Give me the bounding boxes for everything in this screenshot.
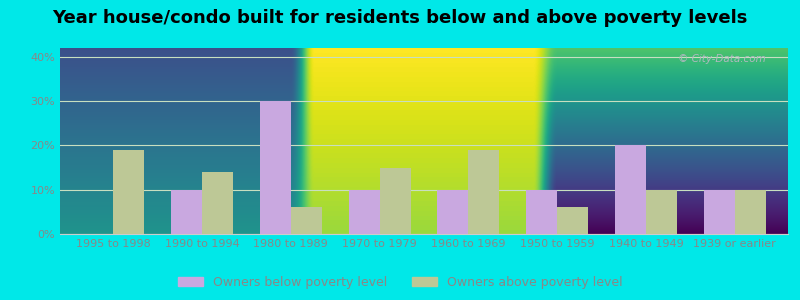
Bar <box>202 172 233 234</box>
Bar <box>114 150 144 234</box>
Legend: Owners below poverty level, Owners above poverty level: Owners below poverty level, Owners above… <box>173 271 627 294</box>
Bar <box>734 190 766 234</box>
Bar <box>438 190 468 234</box>
Bar <box>171 190 202 234</box>
Bar <box>615 146 646 234</box>
Bar <box>349 190 380 234</box>
Bar <box>260 101 291 234</box>
Bar <box>380 168 410 234</box>
Bar <box>468 150 499 234</box>
Text: © City-Data.com: © City-Data.com <box>678 54 766 64</box>
Bar <box>646 190 677 234</box>
Bar <box>291 207 322 234</box>
Bar <box>557 207 588 234</box>
Bar <box>704 190 734 234</box>
Bar <box>526 190 557 234</box>
Text: Year house/condo built for residents below and above poverty levels: Year house/condo built for residents bel… <box>52 9 748 27</box>
